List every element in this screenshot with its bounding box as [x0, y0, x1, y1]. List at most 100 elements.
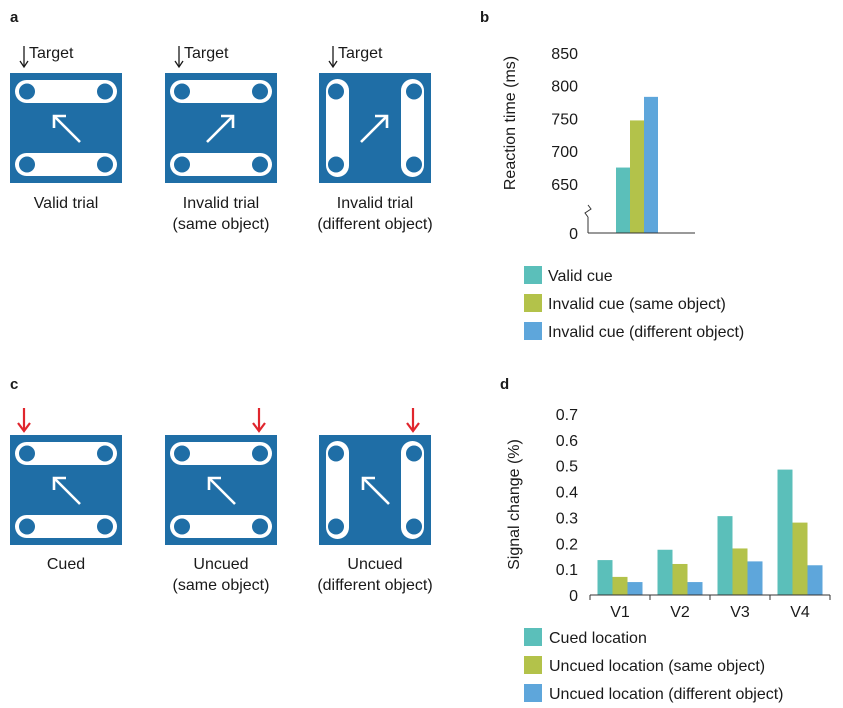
location-dot — [97, 156, 113, 173]
legend-swatch — [524, 656, 542, 674]
legend-label: Invalid cue (same object) — [548, 296, 726, 313]
location-dot — [252, 518, 268, 535]
cue-arrow-head — [361, 476, 375, 490]
location-dot — [328, 156, 344, 173]
target-label: Target — [184, 45, 229, 62]
legend-swatch — [524, 294, 542, 312]
cue-arrow-shaft — [206, 115, 234, 143]
panel-letter-c: c — [10, 376, 18, 393]
target-label: Target — [338, 45, 383, 62]
y-tick-label: 700 — [551, 144, 578, 161]
object-bar-bottom — [170, 515, 272, 538]
bar-V2-1 — [657, 549, 673, 595]
location-dot — [252, 445, 268, 462]
trial-label: Invalid trial — [183, 195, 259, 212]
y-axis-label: Reaction time (ms) — [502, 56, 519, 190]
object-bar-top — [15, 80, 117, 103]
cue-arrow-head — [52, 476, 66, 490]
bar-V4-1 — [777, 469, 793, 595]
cue-arrow-head — [207, 476, 221, 490]
bar-V3-1 — [717, 516, 733, 595]
y-tick-label: 0.6 — [556, 433, 578, 450]
location-dot — [406, 83, 422, 100]
target-arrowhead-icon — [328, 60, 338, 69]
bar-V2-3 — [687, 582, 703, 595]
bar-V3-3 — [747, 561, 763, 595]
x-tick-label: V1 — [610, 604, 630, 621]
y-tick-label: 800 — [551, 79, 578, 96]
red-cue-arrowhead-icon — [406, 422, 420, 433]
trial-label: (different object) — [317, 216, 432, 233]
location-dot — [328, 445, 344, 462]
y-tick-label: 0 — [569, 226, 578, 243]
location-dot — [19, 156, 35, 173]
red-cue-arrowhead-icon — [252, 422, 266, 433]
location-dot — [174, 83, 190, 100]
trial-label: Valid trial — [34, 195, 99, 212]
y-axis-label: Signal change (%) — [506, 439, 523, 570]
legend-label: Cued location — [549, 630, 647, 647]
trial-label: (same object) — [173, 577, 270, 594]
cue-arrow-head — [221, 114, 235, 128]
location-dot — [328, 518, 344, 535]
bar-3 — [644, 96, 658, 233]
target-label: Target — [29, 45, 74, 62]
bar-V3-2 — [732, 548, 748, 595]
bar-V4-3 — [807, 565, 823, 595]
cue-arrow-shaft — [208, 477, 236, 505]
y-tick-label: 0.2 — [556, 536, 578, 553]
object-bar-left — [326, 79, 349, 177]
cue-arrow-shaft — [362, 477, 390, 505]
bar-V1-2 — [612, 576, 628, 595]
y-tick-label: 0.4 — [556, 485, 578, 502]
bar-V2-2 — [672, 563, 688, 595]
location-dot — [406, 518, 422, 535]
y-tick-label: 650 — [551, 177, 578, 194]
legend-swatch — [524, 266, 542, 284]
location-dot — [252, 156, 268, 173]
legend-swatch — [524, 628, 542, 646]
location-dot — [97, 445, 113, 462]
legend-swatch — [524, 684, 542, 702]
object-bar-top — [170, 80, 272, 103]
trial-label: (same object) — [173, 216, 270, 233]
y-tick-label: 850 — [551, 46, 578, 63]
legend-swatch — [524, 322, 542, 340]
object-bar-top — [170, 442, 272, 465]
cue-arrow-head — [375, 114, 389, 128]
legend-label: Invalid cue (different object) — [548, 324, 744, 341]
x-tick-label: V4 — [790, 604, 810, 621]
y-tick-label: 0.1 — [556, 562, 578, 579]
location-dot — [328, 83, 344, 100]
location-dot — [174, 518, 190, 535]
location-dot — [406, 445, 422, 462]
x-tick-label: V3 — [730, 604, 750, 621]
x-tick-label: V2 — [670, 604, 690, 621]
cue-arrow-shaft — [360, 115, 388, 143]
trial-display-c-3: Uncued (different object) — [317, 408, 433, 594]
object-bar-bottom — [15, 515, 117, 538]
trial-label: Uncued — [347, 556, 402, 573]
trial-label: (different object) — [317, 577, 432, 594]
bar-V4-2 — [792, 522, 808, 595]
location-dot — [97, 83, 113, 100]
legend-label: Uncued location (same object) — [549, 658, 765, 675]
location-dot — [19, 445, 35, 462]
axis-break-icon — [584, 204, 592, 218]
object-bar-bottom — [170, 153, 272, 176]
panel-letter-d: d — [500, 376, 509, 393]
cue-arrow-head — [52, 114, 66, 128]
bar-2 — [630, 120, 644, 233]
trial-display-a-2: Target Invalid trial (same object) — [165, 45, 277, 233]
y-tick-label: 750 — [551, 111, 578, 128]
panel-letter-a: a — [10, 9, 19, 26]
chart-d: Signal change (%) 0 0.1 0.2 0.3 0.4 0.5 0.6 0.7 V… — [506, 407, 831, 703]
location-dot — [97, 518, 113, 535]
location-dot — [19, 83, 35, 100]
trial-label: Cued — [47, 556, 85, 573]
legend-label: Uncued location (different object) — [549, 686, 784, 703]
trial-display-a-1: Target Valid trial — [10, 45, 122, 212]
y-tick-label: 0.5 — [556, 459, 578, 476]
trial-label: Invalid trial — [337, 195, 413, 212]
